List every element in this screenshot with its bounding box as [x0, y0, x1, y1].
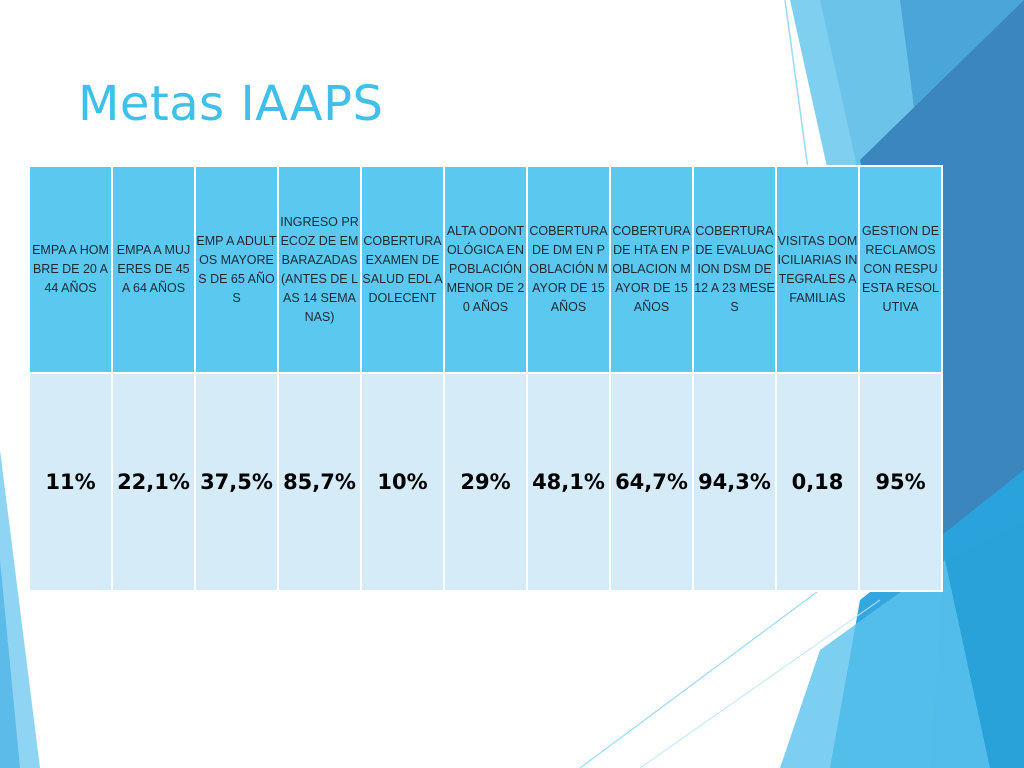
value-cell-emp-adultos-mayores: 37,5%	[196, 374, 277, 590]
header-cell-cobertura-hta: COBERTURA DE HTA EN POBLACION MAYOR DE 1…	[611, 167, 692, 372]
slide-title: Metas IAAPS	[78, 76, 384, 132]
value-cell-cobertura-dsm: 94,3%	[694, 374, 775, 590]
value-cell-cobertura-hta: 64,7%	[611, 374, 692, 590]
value-cell-ingreso-precoz: 85,7%	[279, 374, 360, 590]
header-cell-alta-odontologica: ALTA ODONTOLÓGICA EN POBLACIÓN MENOR DE …	[445, 167, 526, 372]
header-cell-cobertura-dsm: COBERTURA DE EVALUACION DSM DE 12 A 23 M…	[694, 167, 775, 372]
value-cell-empa-mujeres: 22,1%	[113, 374, 194, 590]
value-cell-cobertura-dm: 48,1%	[528, 374, 609, 590]
header-cell-empa-mujeres: EMPA A MUJERES DE 45 A 64 AÑOS	[113, 167, 194, 372]
value-cell-alta-odontologica: 29%	[445, 374, 526, 590]
value-cell-cobertura-adolecent: 10%	[362, 374, 443, 590]
header-cell-emp-adultos-mayores: EMP A ADULTOS MAYORES DE 65 AÑOS	[196, 167, 277, 372]
header-cell-empa-hombre: EMPA A HOMBRE DE 20 A 44 AÑOS	[30, 167, 111, 372]
value-cell-gestion-reclamos: 95%	[860, 374, 941, 590]
header-row: EMPA A HOMBRE DE 20 A 44 AÑOS EMPA A MUJ…	[30, 167, 941, 372]
header-cell-visitas-domiciliarias: VISITAS DOMICILIARIAS INTEGRALES A FAMIL…	[777, 167, 858, 372]
value-row: 11% 22,1% 37,5% 85,7% 10% 29% 48,1% 64,7…	[30, 374, 941, 590]
header-cell-ingreso-precoz: INGRESO PRECOZ DE EMBARAZADAS (ANTES DE …	[279, 167, 360, 372]
header-cell-cobertura-dm: COBERTURA DE DM EN POBLACIÓN MAYOR DE 15…	[528, 167, 609, 372]
header-cell-gestion-reclamos: GESTION DE RECLAMOS CON RESPUESTA RESOLU…	[860, 167, 941, 372]
metas-table: EMPA A HOMBRE DE 20 A 44 AÑOS EMPA A MUJ…	[28, 165, 943, 592]
header-cell-cobertura-adolecent: COBERTURA EXAMEN DE SALUD EDL ADOLECENT	[362, 167, 443, 372]
value-cell-empa-hombre: 11%	[30, 374, 111, 590]
value-cell-visitas-domiciliarias: 0,18	[777, 374, 858, 590]
